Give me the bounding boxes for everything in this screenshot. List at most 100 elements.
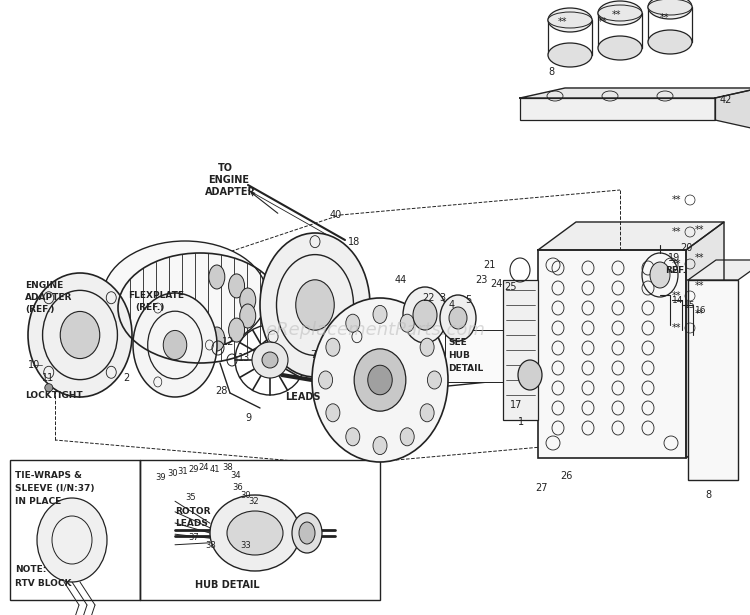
Ellipse shape [227, 511, 283, 555]
Text: TO: TO [218, 163, 233, 173]
Text: TIE-WRAPS &: TIE-WRAPS & [15, 470, 82, 480]
Text: IN PLACE: IN PLACE [15, 496, 62, 506]
Text: 34: 34 [230, 470, 241, 480]
Bar [445, 330, 525, 382]
Text: 16: 16 [695, 306, 706, 314]
Ellipse shape [373, 306, 387, 323]
Text: RTV BLOCK: RTV BLOCK [15, 579, 71, 587]
Bar [520, 98, 715, 120]
Ellipse shape [262, 352, 278, 368]
Text: 25: 25 [504, 282, 517, 292]
Text: **: ** [695, 225, 704, 235]
Text: 31: 31 [177, 467, 188, 475]
Ellipse shape [209, 327, 225, 351]
Ellipse shape [648, 30, 692, 54]
Text: 19: 19 [668, 253, 680, 263]
Text: 20: 20 [680, 243, 692, 253]
Text: 11: 11 [42, 373, 54, 383]
Ellipse shape [440, 295, 476, 341]
Ellipse shape [292, 513, 322, 553]
Text: 8: 8 [548, 67, 554, 77]
Ellipse shape [210, 495, 300, 571]
Text: 7: 7 [310, 350, 316, 360]
Text: 4: 4 [449, 300, 455, 310]
Ellipse shape [648, 0, 692, 19]
Text: 41: 41 [210, 466, 220, 475]
Ellipse shape [346, 428, 360, 446]
Ellipse shape [413, 300, 437, 330]
Polygon shape [538, 222, 724, 250]
Ellipse shape [326, 404, 340, 422]
Ellipse shape [133, 293, 217, 397]
Ellipse shape [598, 36, 642, 60]
Ellipse shape [319, 371, 332, 389]
Ellipse shape [648, 0, 692, 15]
Text: HUB: HUB [448, 351, 470, 360]
Ellipse shape [548, 12, 592, 28]
Text: 10: 10 [28, 360, 40, 370]
Bar [503, 280, 538, 420]
Ellipse shape [240, 304, 256, 328]
Text: 33: 33 [240, 541, 250, 549]
Text: **: ** [672, 323, 682, 333]
Text: 5: 5 [465, 295, 471, 305]
Text: 39: 39 [155, 472, 166, 482]
Text: 27: 27 [535, 483, 548, 493]
Text: 26: 26 [560, 471, 572, 481]
Ellipse shape [229, 318, 244, 342]
Text: 8: 8 [705, 490, 711, 500]
Text: **: ** [695, 253, 704, 263]
Text: ADAPTER: ADAPTER [205, 187, 256, 197]
Ellipse shape [548, 8, 592, 32]
Text: 32: 32 [248, 498, 259, 507]
Text: 36: 36 [232, 483, 243, 493]
Text: 3: 3 [439, 293, 446, 303]
Ellipse shape [650, 262, 670, 288]
Text: SLEEVE (I/N:37): SLEEVE (I/N:37) [15, 483, 94, 493]
Polygon shape [715, 88, 750, 130]
Ellipse shape [164, 330, 187, 360]
Text: **: ** [672, 291, 682, 301]
Bar [140, 460, 380, 600]
Text: ENGINE: ENGINE [208, 175, 249, 185]
Text: 37: 37 [188, 533, 199, 542]
Ellipse shape [400, 314, 414, 332]
Text: 38: 38 [222, 464, 232, 472]
Ellipse shape [518, 360, 542, 390]
Text: DETAIL: DETAIL [448, 363, 483, 373]
Text: **: ** [558, 17, 568, 27]
Ellipse shape [252, 342, 288, 378]
Text: 17: 17 [510, 400, 522, 410]
Text: 44: 44 [395, 275, 407, 285]
Text: 42: 42 [720, 95, 732, 105]
Ellipse shape [45, 384, 53, 392]
Text: ENGINE: ENGINE [25, 280, 63, 290]
Text: 12: 12 [222, 337, 234, 347]
Text: 24: 24 [490, 279, 502, 289]
Ellipse shape [141, 268, 259, 347]
Bar [10, 460, 140, 600]
Text: LEADS: LEADS [285, 392, 320, 402]
Text: FLEXPLATE: FLEXPLATE [128, 290, 184, 300]
Ellipse shape [400, 428, 414, 446]
Ellipse shape [299, 522, 315, 544]
Bar [688, 280, 738, 480]
Text: 22: 22 [422, 293, 434, 303]
Text: 23: 23 [475, 275, 488, 285]
Text: 13: 13 [238, 353, 250, 363]
Text: **: ** [598, 17, 608, 27]
Bar [538, 250, 686, 458]
Ellipse shape [598, 1, 642, 25]
Text: NOTE:: NOTE: [15, 566, 46, 574]
Polygon shape [520, 88, 750, 98]
Text: 30: 30 [240, 491, 250, 499]
Text: 14: 14 [672, 295, 683, 304]
Text: SEE: SEE [448, 338, 466, 346]
Ellipse shape [28, 273, 132, 397]
Text: REF.: REF. [665, 266, 686, 274]
Ellipse shape [37, 498, 107, 582]
Text: **: ** [695, 281, 704, 291]
Text: (REF.): (REF.) [25, 304, 54, 314]
Ellipse shape [60, 311, 100, 359]
Polygon shape [686, 222, 724, 458]
